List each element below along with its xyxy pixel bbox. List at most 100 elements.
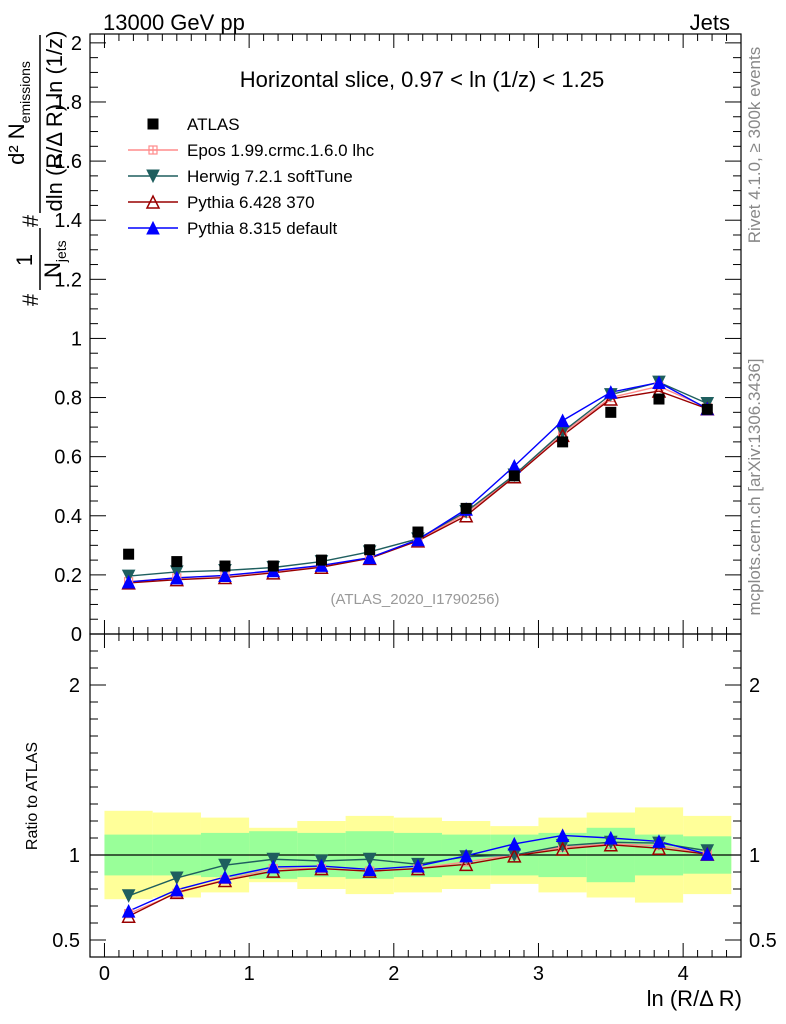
y-label-hash-left: # bbox=[18, 293, 43, 306]
y-tick-label-main: 1.6 bbox=[54, 151, 82, 173]
series-3-ratio-point bbox=[266, 859, 281, 874]
legend-entry-series-0: Epos 1.99.crmc.1.6.0 lhc bbox=[128, 141, 375, 160]
series-2-main-line bbox=[128, 390, 708, 584]
watermark: (ATLAS_2020_I1790256) bbox=[330, 591, 499, 608]
series-3-ratio-point bbox=[603, 830, 618, 845]
atlas-data-point bbox=[701, 403, 713, 415]
y-tick-label-ratio-right: 1 bbox=[749, 845, 760, 867]
y-tick-label-main: 0.4 bbox=[54, 506, 82, 528]
header-right: Jets bbox=[690, 10, 730, 35]
y-label-one: 1 bbox=[12, 254, 37, 266]
legend-label: Herwig 7.2.1 softTune bbox=[187, 167, 353, 186]
mcplots-label: mcplots.cern.ch [arXiv:1306.3436] bbox=[745, 358, 764, 615]
x-tick-label: 3 bbox=[533, 963, 544, 985]
series-3-ratio-point bbox=[459, 848, 473, 863]
series-1-ratio-point bbox=[362, 852, 377, 867]
y-label-numerator: d² Nemissions bbox=[4, 61, 33, 165]
series-3-main-point bbox=[362, 550, 377, 565]
main-axes: 0 0.2 0.4 0.6 0.8 1 1.2 1.4 1.6 1.8 2 bbox=[54, 33, 742, 957]
ratio-series-layer bbox=[121, 828, 715, 923]
atlas-data-point bbox=[171, 556, 183, 568]
y-label-denominator: dln (R/Δ R) ln (1/z) bbox=[42, 31, 67, 212]
y-tick-label-main: 1.4 bbox=[54, 210, 82, 232]
y-label-hash-mid: # bbox=[18, 214, 43, 227]
atlas-data-point bbox=[460, 502, 472, 514]
series-1-ratio-point bbox=[266, 852, 281, 867]
x-tick-label: 1 bbox=[244, 963, 255, 985]
atlas-data-points bbox=[123, 393, 713, 572]
main-y-axis-label: # 1 Njets # d² Nemissions dln (R/Δ R) ln… bbox=[4, 31, 69, 307]
atlas-data-point bbox=[557, 436, 569, 448]
series-3-ratio-point bbox=[314, 858, 329, 873]
series-3-main-point bbox=[555, 413, 570, 428]
series-3-ratio-point bbox=[218, 869, 232, 884]
legend-marker bbox=[146, 220, 160, 235]
series-2-ratio-point bbox=[651, 840, 667, 855]
legend-label: Pythia 6.428 370 bbox=[187, 193, 315, 212]
legend-label: Pythia 8.315 default bbox=[187, 219, 338, 238]
y-tick-label-main: 1 bbox=[71, 328, 82, 350]
legend-entry-series-1: Herwig 7.2.1 softTune bbox=[128, 167, 353, 186]
series-3-ratio-point bbox=[169, 882, 184, 897]
series-1-ratio-point bbox=[121, 889, 136, 903]
legend-entry-series-3: Pythia 8.315 default bbox=[128, 219, 338, 238]
x-tick-label: 2 bbox=[388, 963, 399, 985]
atlas-data-point bbox=[508, 470, 520, 482]
series-3-main-point bbox=[218, 568, 232, 582]
legend-entry-atlas: ATLAS bbox=[147, 115, 240, 134]
series-0-main-line bbox=[128, 385, 708, 583]
series-2-main-point bbox=[458, 508, 474, 523]
series-3-main-line bbox=[128, 381, 708, 583]
series-3-main-point bbox=[411, 532, 425, 547]
series-1-ratio-point bbox=[218, 858, 232, 873]
y-tick-label-ratio-left: 1 bbox=[69, 845, 80, 867]
y-tick-label-main: 1.8 bbox=[54, 92, 82, 114]
series-2-ratio-point bbox=[603, 837, 619, 852]
main-series-layer bbox=[121, 375, 715, 590]
ratio-plot-area bbox=[90, 807, 741, 903]
y-tick-label-main: 0.6 bbox=[54, 447, 82, 469]
atlas-data-point bbox=[219, 560, 231, 572]
x-tick-label: 0 bbox=[99, 963, 110, 985]
atlas-data-point bbox=[315, 554, 327, 566]
rivet-label: Rivet 4.1.0, ≥ 300k events bbox=[745, 47, 764, 243]
series-3-ratio-point bbox=[121, 903, 136, 918]
series-3-ratio-point bbox=[555, 828, 570, 842]
legend-marker bbox=[147, 118, 159, 130]
chart-title: Horizontal slice, 0.97 < ln (1/z) < 1.25 bbox=[240, 67, 604, 92]
y-tick-label-main: 0.2 bbox=[54, 565, 82, 587]
series-3-main-point bbox=[121, 574, 136, 589]
x-tick-label: 4 bbox=[678, 963, 689, 985]
y-label-njets: Njets bbox=[40, 240, 69, 278]
y-tick-label-ratio-left: 2 bbox=[69, 675, 80, 697]
atlas-data-point bbox=[605, 406, 617, 418]
header-left: 13000 GeV pp bbox=[103, 10, 245, 35]
y-tick-label-main: 2 bbox=[71, 33, 82, 55]
y-tick-label-main: 1.2 bbox=[54, 269, 82, 291]
x-axis-label: ln (R/Δ R) bbox=[647, 986, 742, 1011]
atlas-data-point bbox=[364, 544, 376, 556]
series-2-ratio-point bbox=[507, 848, 522, 863]
legend-marker bbox=[145, 194, 161, 209]
atlas-data-point bbox=[653, 393, 665, 405]
atlas-data-point bbox=[412, 526, 424, 538]
ratio-y-axis-label: Ratio to ATLAS bbox=[24, 742, 41, 850]
legend-marker bbox=[146, 169, 160, 184]
series-2-ratio-point bbox=[458, 856, 474, 872]
series-2-ratio-point bbox=[555, 841, 570, 856]
y-tick-label-ratio-left: 0.5 bbox=[52, 930, 80, 952]
legend: ATLAS Epos 1.99.crmc.1.6.0 lhc Herwig 7.2.… bbox=[128, 115, 375, 238]
legend-marker bbox=[148, 145, 158, 155]
y-tick-label-main: 0.8 bbox=[54, 388, 82, 410]
ratio-axes: 0 1 2 3 4 0.5 0.5 1 1 2 2 bbox=[52, 34, 777, 985]
legend-label: Epos 1.99.crmc.1.6.0 lhc bbox=[187, 141, 375, 160]
series-3-ratio-point bbox=[652, 834, 666, 848]
series-3-ratio-point bbox=[411, 858, 425, 873]
series-3-main-point bbox=[603, 385, 618, 399]
y-tick-label-ratio-right: 0.5 bbox=[749, 930, 777, 952]
series-3-main-point bbox=[169, 570, 184, 585]
legend-label: ATLAS bbox=[187, 115, 240, 134]
ratio-frame bbox=[89, 633, 742, 958]
series-3-main-point bbox=[652, 375, 666, 389]
